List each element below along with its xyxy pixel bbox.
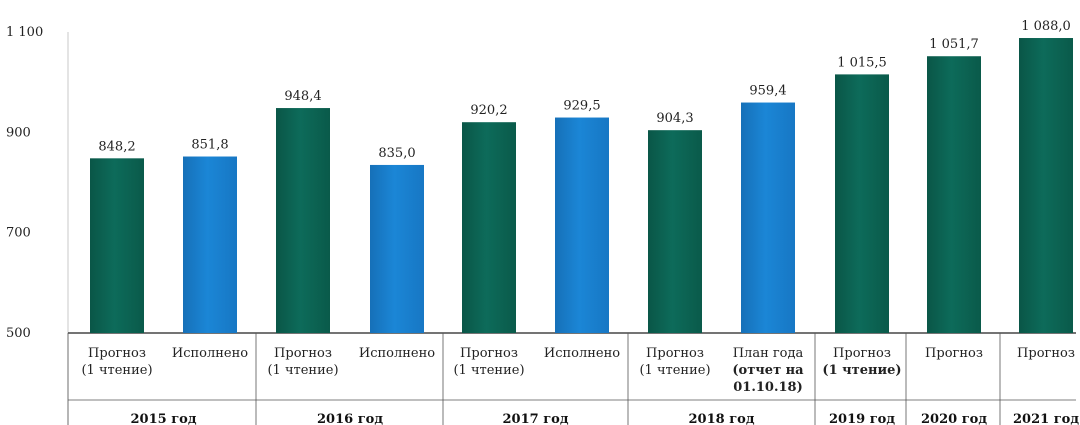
year-label: 2016 год	[317, 412, 383, 425]
bar	[276, 108, 330, 333]
category-label: 01.10.18)	[733, 380, 802, 395]
category-label: Прогноз	[646, 346, 704, 361]
category-label: Прогноз	[833, 346, 891, 361]
y-tick-label: 700	[6, 226, 31, 241]
year-label: 2017 год	[502, 412, 568, 425]
data-label: 1 015,5	[837, 55, 887, 70]
category-label: Прогноз	[925, 346, 983, 361]
category-label: Прогноз	[274, 346, 332, 361]
category-label: План года	[733, 346, 804, 361]
category-label: (1 чтение)	[453, 363, 524, 378]
category-label: Исполнено	[544, 346, 620, 361]
bar	[555, 117, 609, 333]
year-label: 2018 год	[688, 412, 754, 425]
data-label: 1 088,0	[1021, 19, 1071, 34]
category-label: (1 чтение)	[267, 363, 338, 378]
category-label: (1 чтение)	[639, 363, 710, 378]
category-label: Исполнено	[172, 346, 248, 361]
year-label: 2019 год	[829, 412, 895, 425]
bar	[648, 130, 702, 333]
bar	[741, 102, 795, 333]
data-label: 959,4	[749, 84, 786, 99]
bar	[183, 156, 237, 333]
category-label: Прогноз	[460, 346, 518, 361]
year-label: 2015 год	[130, 412, 196, 425]
year-label: 2021 год	[1013, 412, 1079, 425]
bar	[927, 56, 981, 333]
bar	[90, 158, 144, 333]
category-label: Прогноз	[88, 346, 146, 361]
data-label: 948,4	[284, 89, 321, 104]
data-label: 920,2	[470, 103, 507, 118]
data-label: 1 051,7	[929, 37, 979, 52]
data-label: 848,2	[98, 139, 135, 154]
category-label: Прогноз	[1017, 346, 1075, 361]
bar	[835, 74, 889, 333]
y-tick-label: 900	[6, 125, 31, 140]
bar	[462, 122, 516, 333]
category-label: Исполнено	[359, 346, 435, 361]
y-tick-label: 1 100	[6, 25, 43, 40]
bar	[370, 164, 424, 333]
bar	[1019, 38, 1073, 334]
year-label: 2020 год	[921, 412, 987, 425]
y-tick-label: 500	[6, 326, 31, 341]
category-label: (1 чтение)	[81, 363, 152, 378]
data-label: 835,0	[378, 146, 415, 161]
category-label: (1 чтение)	[822, 363, 901, 378]
data-label: 904,3	[656, 111, 693, 126]
category-label: (отчет на	[732, 363, 804, 378]
data-label: 929,5	[563, 99, 600, 114]
data-label: 851,8	[191, 138, 228, 153]
